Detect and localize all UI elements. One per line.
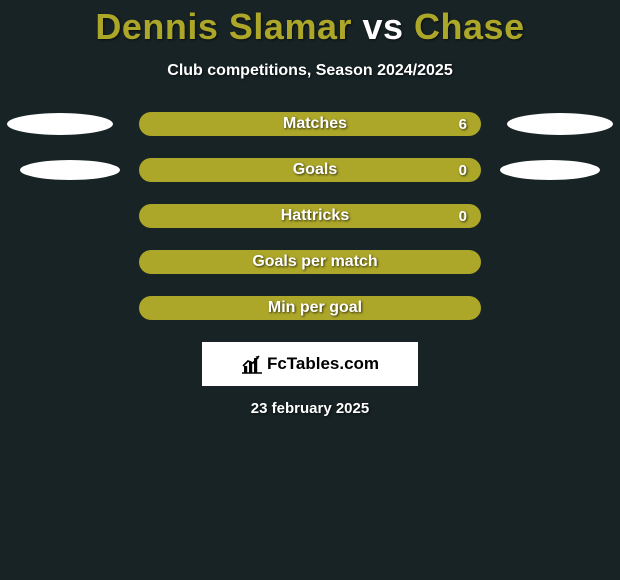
- player1-indicator: [20, 160, 120, 180]
- player2-indicator: [500, 160, 600, 180]
- title-player2: Chase: [414, 6, 525, 47]
- chart-icon: [241, 354, 263, 374]
- stat-label: Min per goal: [268, 299, 362, 317]
- stat-label: Matches: [283, 115, 347, 133]
- subtitle: Club competitions, Season 2024/2025: [167, 62, 452, 80]
- stat-bar: Matches 6: [139, 112, 481, 136]
- stat-bar: Min per goal: [139, 296, 481, 320]
- player2-indicator: [507, 113, 613, 135]
- stat-value: 0: [459, 208, 467, 225]
- stat-label: Goals: [293, 161, 337, 179]
- stat-bar: Goals 0: [139, 158, 481, 182]
- page-title: Dennis Slamar vs Chase: [95, 6, 524, 48]
- comparison-card: Dennis Slamar vs Chase Club competitions…: [0, 0, 620, 417]
- stat-bar: Goals per match: [139, 250, 481, 274]
- stat-row: Min per goal: [0, 296, 620, 320]
- stat-label: Goals per match: [252, 253, 377, 271]
- brand-box: FcTables.com: [202, 342, 418, 386]
- stat-rows: Matches 6 Goals 0 Hattricks 0 Goals per match M…: [0, 112, 620, 320]
- title-vs: vs: [352, 6, 414, 47]
- stat-label: Hattricks: [281, 207, 349, 225]
- stat-row: Goals per match: [0, 250, 620, 274]
- stat-row: Hattricks 0: [0, 204, 620, 228]
- date-text: 23 february 2025: [251, 400, 369, 417]
- stat-row: Goals 0: [0, 158, 620, 182]
- stat-bar: Hattricks 0: [139, 204, 481, 228]
- stat-value: 0: [459, 162, 467, 179]
- stat-row: Matches 6: [0, 112, 620, 136]
- stat-value: 6: [459, 116, 467, 133]
- brand-text: FcTables.com: [267, 354, 379, 374]
- player1-indicator: [7, 113, 113, 135]
- title-player1: Dennis Slamar: [95, 6, 352, 47]
